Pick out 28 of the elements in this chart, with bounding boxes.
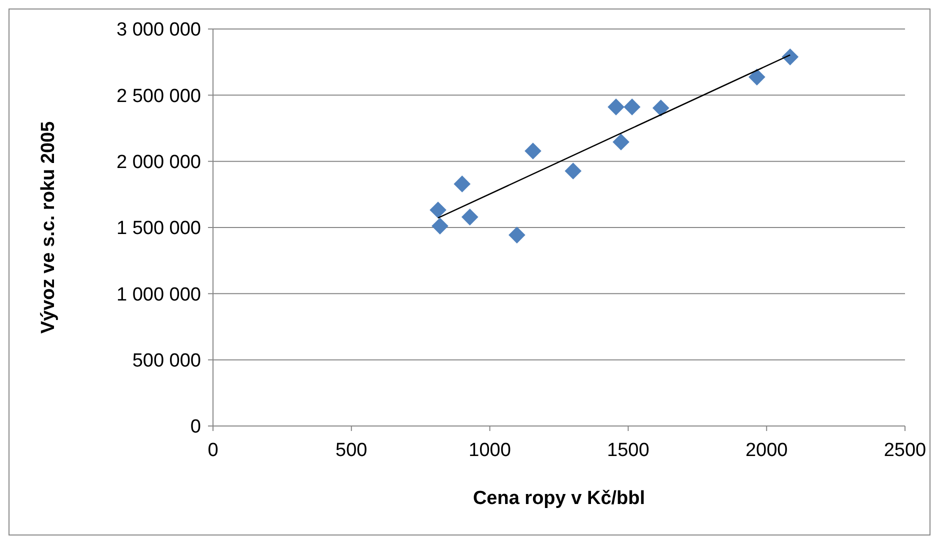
y-axis-title: Vývoz ve s.c. roku 2005 [38,120,59,334]
point [608,98,624,116]
y-tick-label: 2 500 000 [116,86,201,107]
x-tick-label: 2000 [745,440,788,461]
point [748,68,766,86]
point [612,134,630,150]
point [508,226,526,244]
y-tick-label: 2 000 000 [116,152,201,173]
y-tick-label: 1 000 000 [116,284,201,306]
y-tick-label: 0 [190,416,201,438]
point [564,162,582,180]
x-tick-label: 1000 [468,440,511,461]
y-tick-label: 500 000 [132,350,201,372]
x-axis-title: Cena ropy v Kč/bbl [472,488,646,509]
point [461,208,478,226]
x-tick-label: 500 [336,440,368,461]
point [624,98,640,116]
point [782,48,799,66]
point [454,176,471,192]
point [524,142,542,160]
point [430,202,446,218]
x-tick-label: 0 [208,440,218,461]
point [652,100,670,116]
y-tick-label: 3 000 000 [116,20,201,41]
y-tick-label: 1 500 000 [116,218,201,240]
x-tick-label: 2500 [884,440,926,461]
x-tick-label: 1500 [607,440,650,461]
point [432,218,448,234]
